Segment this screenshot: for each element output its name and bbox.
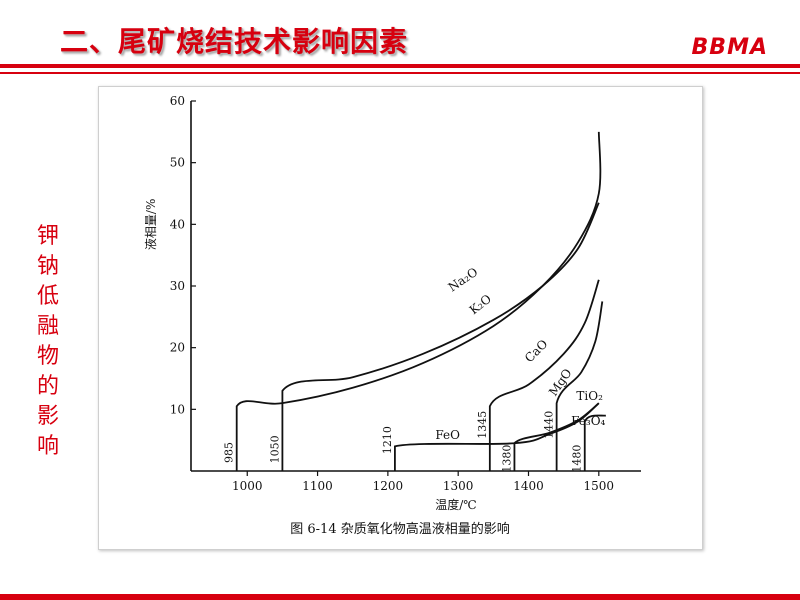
series-line: [555, 301, 604, 471]
side-label-char: 影: [36, 404, 59, 429]
figure-frame: 10 20 30 40 50 60 1000 1100 1200 1300 1400 1500 温度/℃…: [98, 86, 703, 550]
x-tick-label: 1100: [302, 479, 333, 493]
y-tick-label: 60: [170, 94, 185, 108]
slide-title: 二、尾矿烧结技术影响因素: [60, 25, 409, 58]
start-temp-label: 985: [223, 442, 236, 463]
series-label: CaO: [522, 337, 551, 366]
y-tick-label: 30: [170, 279, 185, 293]
liquid-phase-chart: 10 20 30 40 50 60 1000 1100 1200 1300 1400 1500 温度/℃…: [143, 94, 641, 537]
y-axis-label: 液相量/%: [143, 199, 158, 250]
start-temp-label: 1380: [500, 445, 513, 473]
side-label-char: 响: [36, 434, 59, 459]
series-label: K₂O: [467, 292, 494, 318]
x-tick-label: 1200: [373, 479, 404, 493]
y-tick-label: 20: [170, 341, 185, 355]
side-label-char: 钠: [36, 254, 59, 279]
series-label: Na₂O: [446, 265, 481, 295]
series-line: [394, 402, 600, 471]
side-label-char: 融: [36, 314, 59, 339]
start-temp-label: 1345: [476, 411, 489, 439]
start-temp-label: 1210: [381, 426, 394, 454]
x-axis-label: 温度/℃: [435, 497, 476, 512]
side-label-char: 低: [36, 284, 59, 309]
x-tick-label: 1000: [232, 479, 263, 493]
x-tick-label: 1300: [443, 479, 474, 493]
y-tick-label: 50: [170, 156, 185, 170]
figure-caption: 图 6-14 杂质氧化物高温液相量的影响: [290, 521, 509, 537]
start-temp-label: 1050: [268, 435, 281, 463]
series-label: TiO₂: [576, 389, 603, 403]
header-divider-thick: [0, 64, 800, 68]
series-label: FeO: [435, 428, 460, 442]
side-label: 钾钠低融物的影响: [28, 222, 68, 462]
y-tick-label: 10: [170, 402, 185, 416]
series-line: [488, 279, 600, 471]
header-divider-thin: [0, 72, 800, 74]
side-label-char: 的: [36, 374, 59, 399]
side-label-char: 物: [36, 344, 59, 369]
x-tick-label: 1500: [584, 479, 615, 493]
start-temp-label: 1480: [571, 445, 584, 473]
series-line: [281, 202, 600, 471]
y-tick-label: 40: [170, 217, 185, 231]
x-tick-label: 1400: [513, 479, 544, 493]
side-label-char: 钾: [36, 224, 59, 249]
brand-logo: BBMA: [691, 35, 768, 60]
series-line: [235, 131, 602, 471]
series-label: Fe₃O₄: [571, 414, 605, 428]
footer-divider: [0, 594, 800, 600]
series-line: [583, 414, 607, 471]
series-line: [513, 402, 600, 471]
